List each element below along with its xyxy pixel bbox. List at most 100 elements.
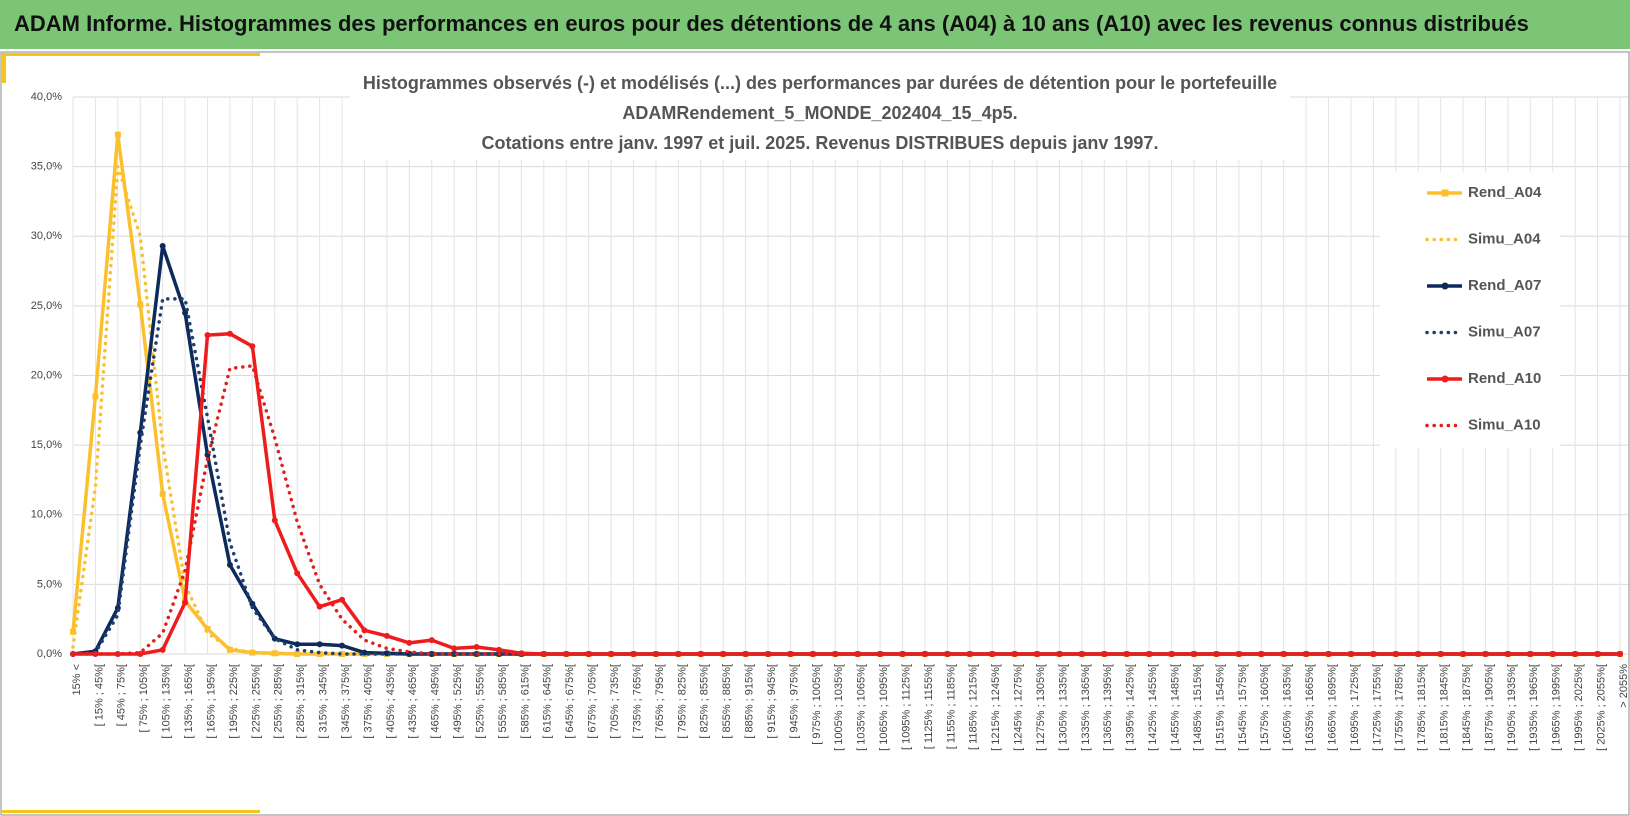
legend-marker	[1441, 189, 1449, 197]
y-tick-label: 15,0%	[31, 439, 62, 451]
point	[92, 393, 99, 400]
x-tick-label: [ 1845% ; 1875%[	[1461, 664, 1473, 751]
point	[294, 570, 301, 577]
x-tick-label: [ 225% ; 255%[	[250, 664, 262, 739]
y-tick-label: 0,0%	[37, 648, 62, 660]
x-tick-label: [ 885% ; 915%[	[744, 664, 756, 739]
point	[1303, 651, 1310, 657]
point	[70, 628, 76, 635]
x-tick-label: [ 375% ; 405%[	[362, 664, 374, 739]
x-tick-label: [ 1635% ; 1665%[	[1304, 664, 1316, 751]
point	[294, 641, 301, 648]
point	[697, 651, 704, 657]
x-tick-label: [ 495% ; 525%[	[452, 664, 464, 739]
x-tick-label: [ 1095% ; 1125%[	[900, 664, 912, 750]
x-tick-label: [ 1995% ; 2025%[	[1573, 664, 1585, 751]
x-tick-label: [ 555% ; 585%[	[497, 664, 509, 739]
header: ADAM Informe. Histogrammes des performan…	[0, 0, 1630, 49]
point	[182, 599, 189, 606]
x-tick-label: [ 1875% ; 1905%[	[1483, 664, 1495, 751]
x-tick-label: [ 1395% ; 1425%[	[1125, 664, 1137, 751]
y-tick-label: 20,0%	[31, 369, 62, 381]
point	[1011, 651, 1018, 657]
point	[316, 603, 323, 610]
x-tick-label: [ 1935% ; 1965%[	[1528, 664, 1540, 751]
legend-marker	[1441, 282, 1449, 290]
series-line	[71, 364, 1622, 656]
legend-label: Simu_A10	[1468, 416, 1541, 433]
point	[159, 242, 166, 249]
x-tick-label: [ 15% ; 45%[	[93, 664, 105, 726]
x-tick-label: [ 1125% ; 1155%[	[923, 664, 935, 749]
x-tick-label: [ 735% ; 765%[	[631, 664, 643, 739]
x-tick-label: [ 1275% ; 1305%[	[1035, 664, 1047, 751]
point	[271, 650, 278, 657]
x-tick-label: [ 1305% ; 1335%[	[1057, 664, 1069, 751]
x-tick-label: [ 1035% ; 1065%[	[856, 664, 868, 751]
x-tick-label: [ 1815% ; 1845%[	[1439, 664, 1451, 751]
x-tick-label: [ 1515% ; 1545%[	[1214, 664, 1226, 751]
point	[249, 649, 256, 656]
x-tick-label: [ 585% ; 615%[	[519, 664, 531, 739]
x-tick-label: [ 1365% ; 1395%[	[1102, 664, 1114, 751]
x-tick-label: [ 1665% ; 1695%[	[1326, 664, 1338, 751]
point	[473, 644, 480, 651]
point	[877, 651, 884, 657]
y-tick-label: 25,0%	[31, 300, 62, 312]
x-tick-label: [ 1755% ; 1785%[	[1394, 664, 1406, 751]
x-tick-label: [ 1725% ; 1755%[	[1371, 664, 1383, 751]
chart-title: ADAMRendement_5_MONDE_202404_15_4p5.	[622, 103, 1017, 123]
point	[1572, 651, 1579, 657]
point	[339, 642, 346, 649]
x-tick-label: [ 765% ; 795%[	[654, 664, 666, 739]
title-bg	[350, 68, 1290, 160]
x-tick-label: [ 855% ; 885%[	[721, 664, 733, 739]
point	[249, 343, 256, 350]
x-tick-label: > 2055%	[1618, 664, 1630, 708]
x-tick-label: [ 45% ; 75%[	[116, 664, 128, 726]
point	[1415, 651, 1422, 657]
x-tick-label: [ 975% ; 1005%[	[811, 664, 823, 745]
x-tick-label: [ 345% ; 375%[	[340, 664, 352, 739]
point	[316, 641, 323, 648]
x-tick-label: [ 825% ; 855%[	[699, 664, 711, 739]
accent	[2, 810, 260, 813]
x-tick-label: [ 1695% ; 1725%[	[1349, 664, 1361, 751]
point	[1123, 651, 1130, 657]
point	[114, 131, 121, 138]
point	[137, 301, 144, 308]
x-tick-label: [ 195% ; 225%[	[228, 664, 240, 739]
legend-marker	[1441, 375, 1449, 383]
x-tick-label: [ 2025% ; 2055%[	[1595, 664, 1607, 751]
point	[1280, 651, 1287, 657]
legend-label: Simu_A07	[1468, 323, 1541, 340]
accent	[2, 53, 260, 56]
x-tick-label: 15% <	[71, 664, 83, 696]
x-tick-label: [ 675% ; 705%[	[587, 664, 599, 739]
x-tick-label: [ 75% ; 105%[	[138, 664, 150, 733]
point	[495, 646, 502, 653]
x-tick-label: [ 945% ; 975%[	[788, 664, 800, 739]
point	[1617, 651, 1623, 657]
point	[989, 651, 996, 657]
x-tick-label: [ 1905% ; 1935%[	[1506, 664, 1518, 751]
point	[720, 651, 727, 657]
x-tick-label: [ 315% ; 345%[	[318, 664, 330, 739]
x-tick-label: [ 525% ; 555%[	[474, 664, 486, 739]
y-tick-label: 10,0%	[31, 509, 62, 521]
x-tick-label: [ 705% ; 735%[	[609, 664, 621, 739]
y-tick-label: 5,0%	[37, 578, 62, 590]
point	[226, 561, 233, 568]
point	[339, 596, 346, 603]
chart-frame	[0, 51, 1630, 816]
x-tick-label: [ 795% ; 825%[	[676, 664, 688, 739]
x-tick-label: [ 615% ; 645%[	[542, 664, 554, 739]
point	[249, 600, 256, 607]
point	[361, 627, 368, 634]
x-tick-label: [ 105% ; 135%[	[161, 664, 173, 739]
x-tick-label: [ 1605% ; 1635%[	[1282, 664, 1294, 751]
x-tick-label: [ 1185% ; 1215%[	[968, 664, 980, 750]
point	[451, 645, 458, 652]
legend-label: Simu_A04	[1468, 230, 1541, 247]
point	[406, 639, 413, 646]
